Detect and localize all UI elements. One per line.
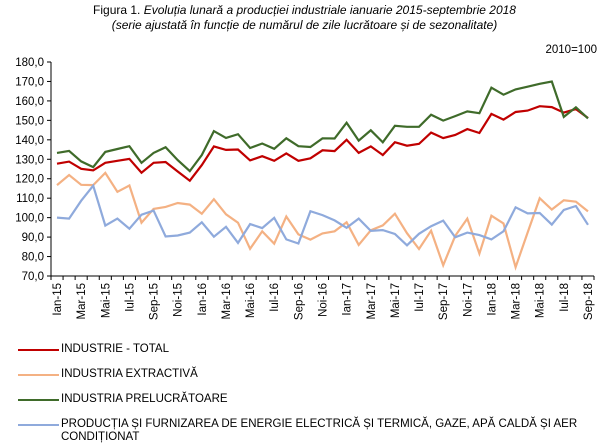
x-tick-label: Mar-18 — [511, 283, 523, 319]
series-line-industrie-total — [56, 105, 589, 183]
x-tick-label: Sep-16 — [293, 283, 305, 320]
base-year-note: 2010=100 — [545, 44, 598, 56]
y-tick-label: 180,0 — [15, 57, 44, 69]
legend-item-total: INDUSTRIE - TOTAL — [18, 343, 581, 356]
legend-swatch-total — [18, 349, 59, 351]
y-tick-label: 70,0 — [22, 271, 44, 283]
chart-series — [56, 80, 589, 271]
series-line-energie — [56, 183, 589, 247]
legend-item-prelucratoare: INDUSTRIA PRELUCRĂTOARE — [18, 393, 581, 406]
legend-item-energie: PRODUCȚIA ȘI FURNIZAREA DE ENERGIE ELECT… — [18, 418, 581, 444]
title-line-1: Figura 1. Evoluția lunară a producției i… — [0, 3, 609, 18]
x-tick-label: Noi-15 — [173, 283, 185, 317]
legend-swatch-energie — [18, 424, 59, 426]
series-line-industria-extractiva — [56, 171, 589, 271]
x-tick-label: Iul-18 — [559, 283, 571, 312]
figure-number: Figura 1. — [93, 3, 141, 17]
legend-swatch-prelucratoare — [18, 399, 59, 401]
legend-label-prelucratoare: INDUSTRIA PRELUCRĂTOARE — [61, 393, 228, 405]
x-tick-label: Mar-16 — [221, 283, 233, 319]
chart-axes: 70,0 80,0 90,0 100,0 110,0 120,0 130,0 140,0 150… — [15, 57, 595, 320]
chart-legend: INDUSTRIE - TOTAL INDUSTRIA EXTRACTIVĂ I… — [18, 343, 581, 444]
x-tick-label: Sep-17 — [438, 283, 450, 320]
y-tick-label: 80,0 — [22, 252, 44, 264]
x-tick-label: Iul-15 — [124, 283, 136, 312]
x-tick-label: Ian-16 — [197, 283, 209, 316]
x-tick-label: Iul-16 — [269, 283, 281, 312]
legend-label-energie: PRODUCȚIA ȘI FURNIZAREA DE ENERGIE ELECT… — [61, 418, 578, 443]
x-tick-label: Noi-16 — [318, 283, 330, 317]
legend-label-total: INDUSTRIE - TOTAL — [61, 343, 169, 355]
x-tick-label: Mai-18 — [535, 283, 547, 318]
figure-title-text: Evoluția lunară a producției industriale… — [140, 3, 516, 17]
x-tick-label: Mar-15 — [76, 283, 88, 319]
x-tick-label: Ian-15 — [52, 283, 64, 316]
x-tick-label: Sep-15 — [149, 283, 161, 320]
x-tick-label: Ian-17 — [342, 283, 354, 316]
legend-item-extractiva: INDUSTRIA EXTRACTIVĂ — [18, 368, 581, 381]
y-tick-label: 170,0 — [15, 76, 44, 88]
legend-swatch-extractiva — [18, 374, 59, 376]
x-tick-label: Iul-17 — [414, 283, 426, 312]
figure-title: Figura 1. Evoluția lunară a producției i… — [0, 3, 609, 33]
y-tick-label: 140,0 — [15, 135, 44, 147]
x-tick-label: Ian-18 — [486, 283, 498, 316]
series-line-industria-prelucratoare — [56, 80, 589, 173]
y-tick-label: 130,0 — [15, 154, 44, 166]
x-tick-label: Noi-17 — [462, 283, 474, 317]
x-tick-label: Mai-15 — [100, 283, 112, 318]
y-tick-label: 150,0 — [15, 115, 44, 127]
x-tick-label: Mar-17 — [366, 283, 378, 319]
y-tick-label: 100,0 — [15, 213, 44, 225]
y-tick-label: 120,0 — [15, 174, 44, 186]
y-tick-label: 90,0 — [22, 232, 44, 244]
x-tick-label: Sep-18 — [583, 283, 595, 320]
y-tick-label: 110,0 — [16, 193, 44, 205]
x-tick-label: Mai-16 — [245, 283, 257, 318]
x-tick-label: Mai-17 — [390, 283, 402, 318]
legend-label-extractiva: INDUSTRIA EXTRACTIVĂ — [61, 368, 198, 380]
y-tick-label: 160,0 — [15, 96, 44, 108]
figure-subtitle: (serie ajustată în funcție de numărul de… — [111, 18, 498, 32]
